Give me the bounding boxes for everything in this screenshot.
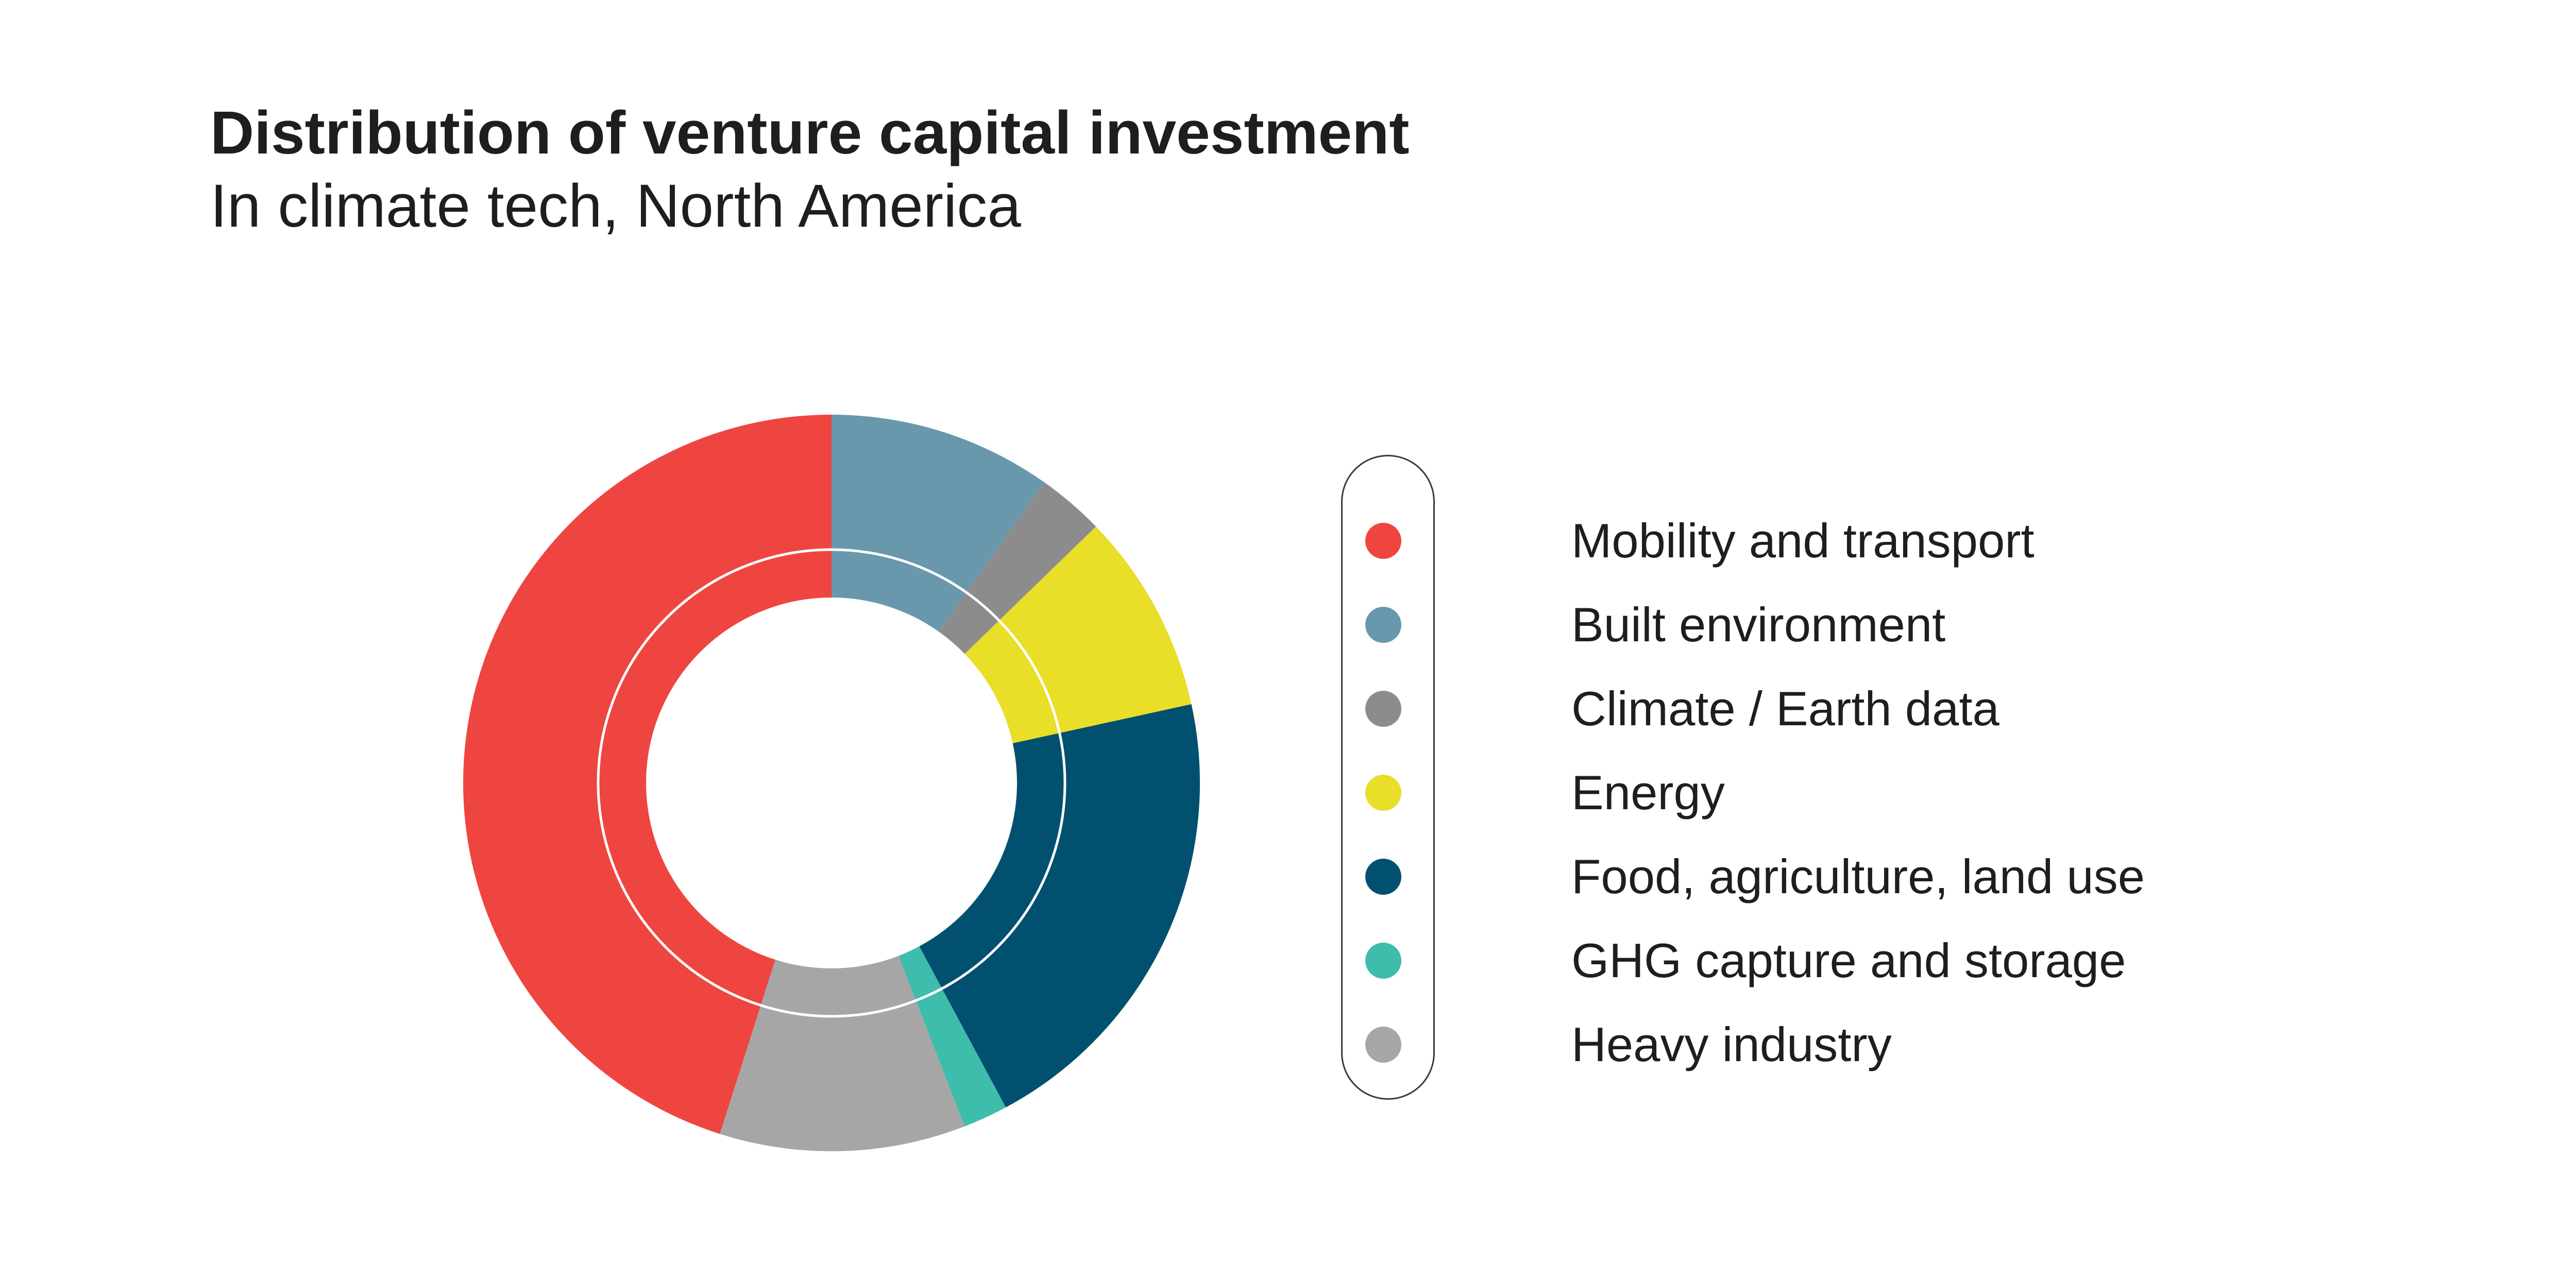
legend-label: Energy [1571,765,1725,820]
legend-label: Built environment [1571,598,1946,652]
legend-item-energy: Energy [1365,769,1725,817]
legend-item-ghg-capture-and-storage: GHG capture and storage [1365,936,2126,985]
slice-energy [964,526,1192,743]
legend-item-climate-earth-data: Climate / Earth data [1365,685,1999,733]
chart-subtitle: In climate tech, North America [210,172,1021,240]
slice-food-agriculture-land-use [919,704,1200,1107]
legend-label: Food, agriculture, land use [1571,849,2145,903]
chart-title: Distribution of venture capital investme… [210,99,1410,167]
legend-dot-climate-earth-data [1365,691,1401,727]
slice-built-environment [832,415,1045,632]
legend-dot-mobility-and-transport [1365,523,1401,559]
legend-label: GHG capture and storage [1571,933,2126,987]
donut-slices [463,415,1200,1151]
legend-dot-heavy-industry [1365,1027,1401,1063]
legend-item-heavy-industry: Heavy industry [1365,1020,1892,1069]
slice-mobility-and-transport [463,415,832,1134]
legend-marker-column [1341,455,1435,1100]
legend-label: Mobility and transport [1571,514,2035,568]
slice-climate-earth-data [938,482,1096,654]
slice-ghg-capture-and-storage [899,946,1006,1127]
legend-item-mobility-and-transport: Mobility and transport [1365,517,2035,565]
legend-item-food-agriculture-land-use: Food, agriculture, land use [1365,852,2145,901]
legend-dot-energy [1365,775,1401,811]
legend-label: Heavy industry [1571,1017,1892,1071]
legend-item-built-environment: Built environment [1365,601,1945,649]
legend-dot-food-agriculture-land-use [1365,859,1401,895]
inner-guide-ring [597,548,1066,1018]
legend-label: Climate / Earth data [1571,681,1999,736]
legend-dot-ghg-capture-and-storage [1365,943,1401,979]
legend-dot-built-environment [1365,607,1401,643]
